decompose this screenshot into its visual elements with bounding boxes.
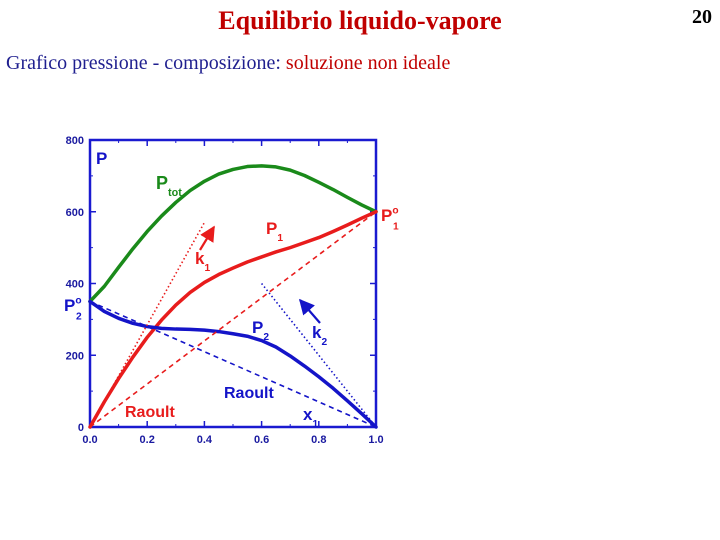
label-k2-sub: 2 [321,337,327,348]
series-raoult1 [89,211,377,428]
label-raoult-blue: Raoult [224,385,274,402]
label-k1: k1 [195,249,210,274]
arrow-k2 [298,298,321,324]
x-tick-label-3: 0.6 [254,434,269,446]
slide-title: Equilibrio liquido-vapore [218,6,502,35]
label-p1-sub: 1 [277,233,283,244]
series-layer [88,164,378,429]
y-tick-label-1: 200 [66,350,84,362]
y-axis-label-main: P [96,149,107,168]
y-tick-label-0: 0 [78,422,84,434]
subtitle-highlight: soluzione non ideale [285,52,451,74]
arrow-k1 [199,225,215,251]
axis-ticks: 0.0 0.2 0.4 0.6 0.8 1.0 0 200 400 600 800 [66,135,384,446]
x-tick-label-4: 0.8 [311,434,326,446]
x-axis-label-sub: 1 [312,419,318,430]
label-k1-main: k [195,249,205,268]
label-p2-main: P [252,318,263,337]
series-ptot [88,164,378,304]
label-k1-sub: 1 [204,263,210,274]
label-p1: P1 [266,219,283,244]
label-p2-sub: 2 [263,332,269,343]
y-tick-label-2: 400 [66,279,84,291]
label-k2: k2 [312,323,327,348]
slide-subtitle: Grafico pressione - composizione: soluzi… [6,52,450,75]
plot-frame [88,138,378,429]
label-k2-main: k [312,323,322,342]
label-p1-pure-main: P [381,206,392,225]
x-tick-label-2: 0.4 [197,434,213,446]
label-ptot: Ptot [156,173,182,199]
series-p1 [88,210,378,429]
x-axis-label-main: x [303,405,313,424]
series-p2 [88,299,378,429]
series-k2 [260,283,377,428]
label-p1-pure: Po 1 [381,205,399,232]
subtitle-main: Grafico pressione - composizione: [6,52,286,74]
x-tick-label-1: 0.2 [140,434,155,446]
series-raoult2 [89,300,377,428]
label-ptot-main: P [156,173,168,193]
label-p1-pure-sup: o [392,205,398,216]
x-axis-label: x1 [303,405,318,430]
label-p2-pure-main: P [64,296,75,315]
y-tick-label-4: 800 [66,135,84,147]
label-raoult-red: Raoult [125,404,175,421]
label-p1-pure-sub: 1 [393,222,399,233]
slide-number: 20 [692,6,712,28]
x-tick-label-0: 0.0 [82,434,97,446]
label-p1-main: P [266,219,277,238]
series-k1 [89,222,206,428]
label-p2: P2 [252,318,269,343]
label-p2-pure: Po 2 [64,295,82,322]
label-p2-pure-sub: 2 [76,312,82,323]
y-tick-label-3: 600 [66,207,84,219]
label-p2-pure-sup: o [75,295,81,306]
x-tick-label-5: 1.0 [368,434,383,446]
label-ptot-sub: tot [168,187,182,199]
y-axis-label: P [96,149,107,168]
